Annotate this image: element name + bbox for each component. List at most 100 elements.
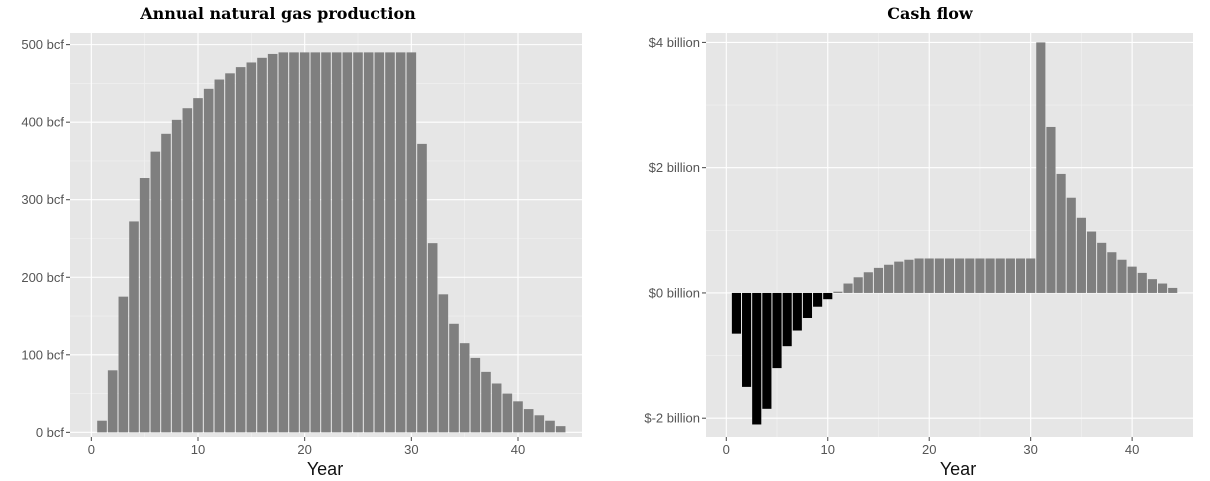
gas-production-bar [107,370,118,433]
cash-flow-title: Cash flow [887,4,974,23]
cash-flow-bar [1127,266,1137,293]
gas-production-y-tick-label: 0 bcf [36,425,65,440]
gas-production-x-tick-label: 20 [297,442,311,457]
cash-flow-bar [914,258,924,293]
gas-production-bar [449,323,459,433]
cash-flow-bar [823,292,833,300]
cash-flow-bar [1157,283,1168,293]
cash-flow-bar [792,292,802,331]
gas-production-bars [97,52,566,433]
gas-production-bar [395,52,406,433]
cash-flow-bar [1046,126,1056,293]
cash-flow-bar [1036,42,1046,293]
cash-flow-bar [955,258,965,293]
gas-production-x-ticks: 0 10 20 30 40 [88,437,525,457]
gas-production-bar [523,409,534,433]
cash-flow-bar [1005,258,1015,293]
gas-production-x-tick-label: 30 [404,442,418,457]
gas-production-bar [363,52,374,433]
gas-production-y-tick-label: 100 bcf [21,347,64,362]
cash-flow-bar [873,267,884,293]
gas-production-x-tick-label: 40 [511,442,525,457]
gas-production-y-tick-label: 500 bcf [21,37,64,52]
gas-production-bar [310,52,321,433]
cash-flow-x-ticks: 0 10 20 30 40 [723,437,1139,457]
cash-flow-bar [1026,258,1036,293]
cash-flow-bar [772,292,782,369]
gas-production-bar [161,133,171,433]
cash-flow-bar [1107,252,1117,293]
gas-production-bar [118,296,129,433]
gas-production-bar [235,67,246,433]
cash-flow-bar [813,292,823,307]
gas-production-bar [502,393,513,433]
cash-flow-bar [934,258,944,293]
gas-production-bar [299,52,310,433]
cash-flow-bar [863,272,873,293]
gas-production-bar [225,73,235,433]
gas-production-bar [481,371,491,433]
cash-flow-x-tick-label: 0 [723,442,730,457]
gas-production-x-tick-label: 10 [191,442,205,457]
gas-production-bar [342,52,353,433]
cash-flow-y-tick-label: $-2 billion [644,411,700,426]
gas-production-bar [203,88,214,433]
gas-production-bar [491,383,502,433]
cash-flow-bars [731,42,1178,425]
gas-production-bar [417,143,427,433]
cash-flow-gridlines [706,33,1193,437]
cash-flow-bar [782,292,792,347]
gas-production-bar [182,108,193,433]
cash-flow-bar [833,291,843,293]
gas-production-chart: Annual natural gas production 0 bcf 100 b… [21,4,582,479]
cash-flow-bar [985,258,995,293]
gas-production-bar [555,426,566,433]
cash-flow-bar [1086,231,1097,293]
gas-production-y-tick-label: 400 bcf [21,115,64,130]
cash-flow-bar [944,258,955,293]
gas-production-bar [150,151,161,433]
cash-flow-bar [924,258,934,293]
cash-flow-chart: Cash flow $-2 billion $0 billion $2 billio… [644,4,1193,479]
gas-production-x-tick-label: 0 [88,442,95,457]
gas-production-bar [289,52,299,433]
cash-flow-bar [1168,287,1178,293]
gas-production-bar [214,79,225,433]
cash-flow-y-tick-label: $2 billion [649,160,700,175]
gas-production-bar [459,343,470,433]
gas-production-bar [193,98,203,433]
cash-flow-bar [802,292,813,318]
cash-flow-bar [965,258,975,293]
cash-flow-bar [1097,242,1107,293]
gas-production-bar [385,52,395,433]
gas-production-bar [427,243,438,433]
cash-flow-bar [843,283,853,293]
cash-flow-bar [1147,279,1157,293]
gas-production-title: Annual natural gas production [139,4,416,23]
cash-flow-x-tick-label: 30 [1023,442,1037,457]
gas-production-bar [438,294,449,433]
gas-production-bar [353,52,363,433]
gas-production-bar [97,420,107,433]
gas-production-bar [129,221,139,433]
gas-production-bar [139,178,150,433]
gas-production-x-axis-title: Year [307,459,343,479]
gas-production-bar [331,52,342,433]
gas-production-bar [171,119,182,433]
cash-flow-bar [752,292,762,425]
cash-flow-bar [1137,272,1147,293]
cash-flow-bar [853,277,863,293]
gas-production-bar [321,52,331,433]
cash-flow-bar [975,258,985,293]
cash-flow-bar [884,264,894,293]
gas-production-bar [374,52,385,433]
gas-production-bar [257,57,267,433]
cash-flow-bar [904,259,914,293]
cash-flow-x-axis-title: Year [940,459,976,479]
cash-flow-bar [1056,173,1066,293]
cash-flow-bar [894,261,904,293]
cash-flow-y-tick-label: $0 billion [649,285,700,300]
cash-flow-bar [1117,259,1127,293]
gas-production-bar [534,415,545,433]
